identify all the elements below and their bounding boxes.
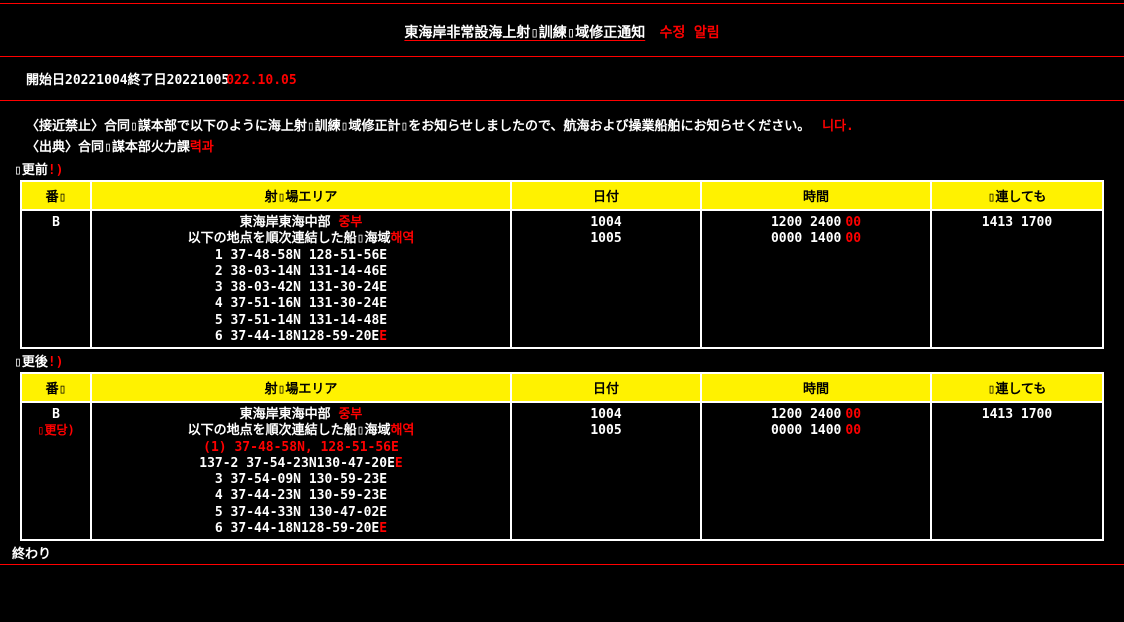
area-l1-jp: 東海岸東海中部 <box>240 407 331 422</box>
area-l1-jp: 東海岸東海中部 <box>240 215 331 230</box>
time1-jp: 1200 2400 <box>771 407 841 422</box>
coord: 3 37-54-09N 130-59-23E <box>215 472 387 487</box>
table-header-row: 番▯ 射▯場エリア 日付 時間 ▯連しても <box>21 181 1103 210</box>
th-even: ▯連しても <box>931 181 1103 210</box>
section-after-label: ▯更後!) <box>0 351 1124 370</box>
table-after-wrap: 番▯ 射▯場エリア 日付 時間 ▯連しても B ▯更당) 東海岸東海中部 중부 … <box>0 372 1124 541</box>
table-before-wrap: 番▯ 射▯場エリア 日付 時間 ▯連しても B 東海岸東海中部 중부 以下の地点… <box>0 180 1124 349</box>
table-row: B ▯更당) 東海岸東海中部 중부 以下の地点を順次連結した船▯海域해역 (1)… <box>21 402 1103 540</box>
time1-kr: 00 <box>845 407 861 422</box>
cell-time: 1200 2400 00 0000 1400 00 <box>701 402 931 540</box>
table-row: B 東海岸東海中部 중부 以下の地点を順次連結した船▯海域해역 1 37-48-… <box>21 210 1103 348</box>
title-kr: 수정 알림 <box>660 25 720 41</box>
th-date: 日付 <box>511 181 701 210</box>
time2-kr: 00 <box>845 423 861 438</box>
area-l2-kr: 해역 <box>390 231 414 246</box>
coord: 6 37-44-18N128-59-20E <box>215 521 379 536</box>
date2: 1005 <box>516 423 696 439</box>
date-kr: 022.10.05 <box>226 73 296 88</box>
coord-trail: E <box>395 456 403 471</box>
even-val: 1413 1700 <box>936 215 1098 231</box>
th-area: 射▯場エリア <box>91 181 511 210</box>
coord-trail: E <box>379 521 387 536</box>
bottom-divider <box>0 564 1124 566</box>
before-kr: !) <box>48 163 64 178</box>
cell-date: 1004 1005 <box>511 210 701 348</box>
cell-even: 1413 1700 <box>931 210 1103 348</box>
cell-num: B ▯更당) <box>21 402 91 540</box>
num-val: B <box>52 407 60 422</box>
notice-jp: 〈接近禁止〉合同▯謀本部で以下のように海上射▯訓練▯域修正計▯をお知らせしました… <box>26 119 810 134</box>
coord: 2 38-03-14N 131-14-46E <box>215 264 387 279</box>
date-jp: 開始日20221004終了日20221005 <box>26 73 229 88</box>
body-block: 〈接近禁止〉合同▯謀本部で以下のように海上射▯訓練▯域修正計▯をお知らせしました… <box>0 101 1124 155</box>
table-header-row: 番▯ 射▯場エリア 日付 時間 ▯連しても <box>21 373 1103 402</box>
coord: 5 37-44-33N 130-47-02E <box>215 505 387 520</box>
num-val: B <box>52 215 60 230</box>
cell-area: 東海岸東海中部 중부 以下の地点を順次連結した船▯海域해역 (1) 37-48-… <box>91 402 511 540</box>
before-jp: ▯更前 <box>14 163 48 178</box>
cell-num: B <box>21 210 91 348</box>
time1-kr: 00 <box>845 215 861 230</box>
source-line: 〈出典〉合同▯謀本部火力課력과 <box>26 136 1124 155</box>
coord: 5 37-51-14N 131-14-48E <box>215 313 387 328</box>
area-l1-kr: 중부 <box>338 215 362 230</box>
source-kr: 력과 <box>190 140 214 155</box>
end-label: 終わり <box>0 541 1124 562</box>
th-time: 時間 <box>701 373 931 402</box>
time1-jp: 1200 2400 <box>771 215 841 230</box>
coord: 137-2 37-54-23N130-47-20E <box>199 456 395 471</box>
cell-area: 東海岸東海中部 중부 以下の地点を順次連結した船▯海域해역 1 37-48-58… <box>91 210 511 348</box>
source-jp: 〈出典〉合同▯謀本部火力課 <box>26 140 190 155</box>
table-after: 番▯ 射▯場エリア 日付 時間 ▯連しても B ▯更당) 東海岸東海中部 중부 … <box>20 372 1104 541</box>
date1: 1004 <box>516 215 696 231</box>
th-area: 射▯場エリア <box>91 373 511 402</box>
coord: 4 37-44-23N 130-59-23E <box>215 488 387 503</box>
coord: 6 37-44-18N128-59-20E <box>215 329 379 344</box>
area-l2-kr: 해역 <box>390 423 414 438</box>
time2-jp: 0000 1400 <box>771 423 841 438</box>
cell-date: 1004 1005 <box>511 402 701 540</box>
date2: 1005 <box>516 231 696 247</box>
page-title: 東海岸非常設海上射▯訓練▯域修正通知 수정 알림 <box>0 4 1124 57</box>
coord: 1 37-48-58N 128-51-56E <box>215 248 387 263</box>
title-jp: 東海岸非常設海上射▯訓練▯域修正通知 <box>404 25 645 41</box>
after-jp: ▯更後 <box>14 355 48 370</box>
th-even: ▯連しても <box>931 373 1103 402</box>
th-num: 番▯ <box>21 181 91 210</box>
area-l1-kr: 중부 <box>338 407 362 422</box>
notice-line: 〈接近禁止〉合同▯謀本部で以下のように海上射▯訓練▯域修正計▯をお知らせしました… <box>26 111 1124 134</box>
cell-time: 1200 2400 00 0000 1400 00 <box>701 210 931 348</box>
date1: 1004 <box>516 407 696 423</box>
time2-kr: 00 <box>845 231 861 246</box>
area-l2-jp: 以下の地点を順次連結した船▯海域 <box>188 423 391 438</box>
section-before-label: ▯更前!) <box>0 159 1124 178</box>
area-l2-jp: 以下の地点を順次連結した船▯海域 <box>188 231 391 246</box>
coord: 4 37-51-16N 131-30-24E <box>215 296 387 311</box>
after-kr: !) <box>48 355 64 370</box>
date-range: 開始日20221004終了日20221005022.10.05 <box>0 57 1124 101</box>
even-val: 1413 1700 <box>936 407 1098 423</box>
red-coord: (1) 37-48-58N, 128-51-56E <box>96 440 506 456</box>
coord: 3 38-03-42N 131-30-24E <box>215 280 387 295</box>
th-time: 時間 <box>701 181 931 210</box>
notice-kr: 니다. <box>822 119 854 134</box>
th-num: 番▯ <box>21 373 91 402</box>
coord-trail: E <box>379 329 387 344</box>
num-kr: ▯更당) <box>26 423 86 438</box>
time2-jp: 0000 1400 <box>771 231 841 246</box>
cell-even: 1413 1700 <box>931 402 1103 540</box>
table-before: 番▯ 射▯場エリア 日付 時間 ▯連しても B 東海岸東海中部 중부 以下の地点… <box>20 180 1104 349</box>
th-date: 日付 <box>511 373 701 402</box>
